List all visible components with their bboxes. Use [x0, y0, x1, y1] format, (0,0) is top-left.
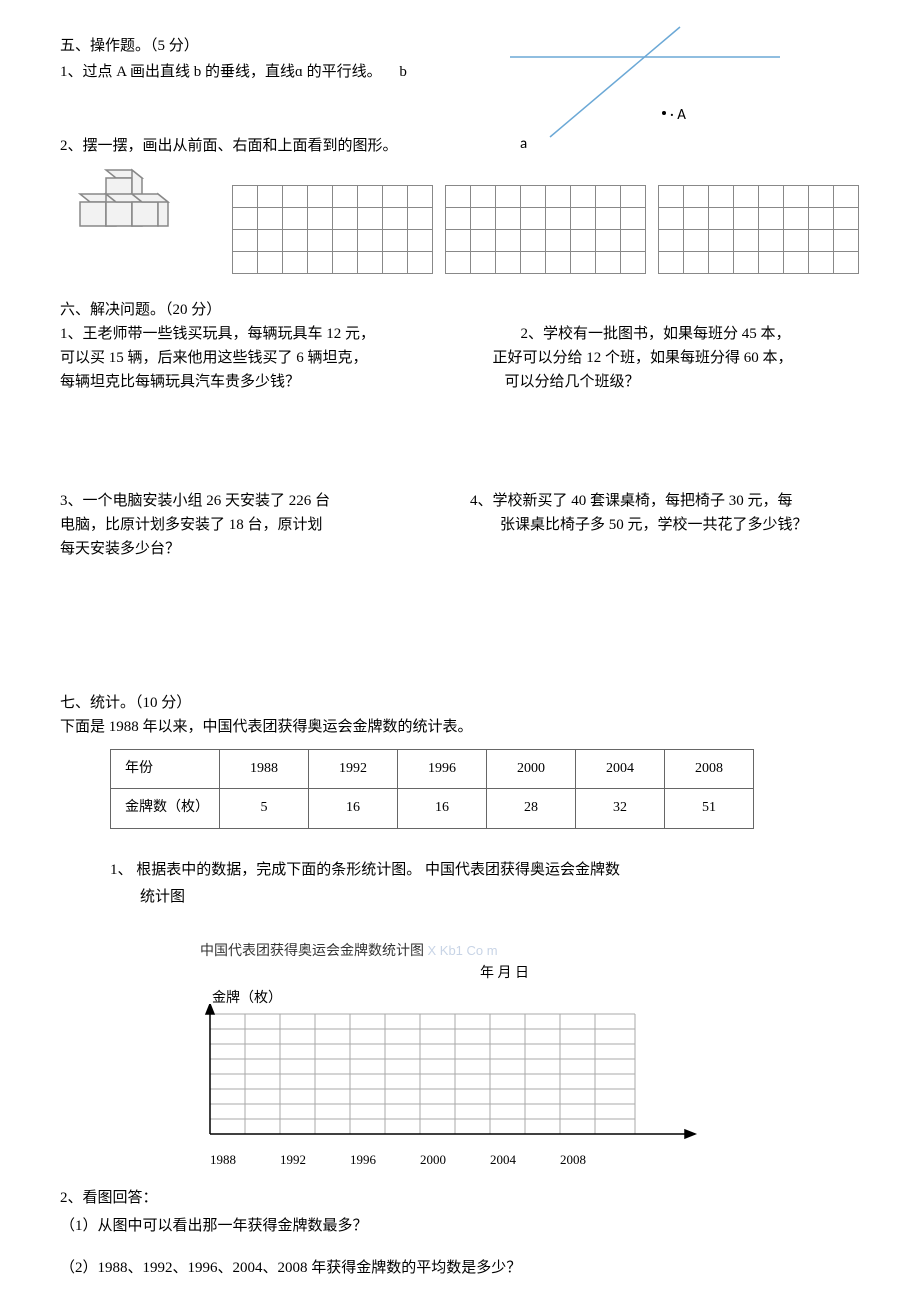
year-header: 年份: [111, 750, 220, 789]
q7-2-sub2: （2）1988、1992、1996、2004、2008 年获得金牌数的平均数是多…: [60, 1256, 865, 1280]
p2-l2: 正好可以分给 12 个班，如果每班分得 60 本，: [493, 346, 866, 370]
table-row: 年份 1988 1992 1996 2000 2004 2008: [111, 750, 754, 789]
problem-2: 2、学校有一批图书，如果每班分 45 本， 正好可以分给 12 个班，如果每班分…: [493, 322, 866, 394]
grid-top: [658, 185, 859, 274]
q1-text: 1、过点 A 画出直线 b 的垂线，直线ɑ 的平行线。: [60, 64, 382, 80]
p3-l2: 电脑，比原计划多安装了 18 台，原计划: [60, 513, 425, 537]
q7-1-l1: 1、 根据表中的数据，完成下面的条形统计图。 中国代表团获得奥运会金牌数: [110, 857, 865, 884]
value-cell: 16: [398, 789, 487, 828]
problems-row1: 1、王老师带一些钱买玩具，每辆玩具车 12 元， 可以买 15 辆，后来他用这些…: [60, 322, 865, 394]
bar-chart: 金牌（枚）: [160, 986, 720, 1171]
grid-right: [445, 185, 646, 274]
cube-figure-svg: [72, 168, 182, 253]
x-label: 1996: [350, 1150, 376, 1171]
p3-l1: 3、一个电脑安装小组 26 天安装了 226 台: [60, 489, 425, 513]
section7-intro: 下面是 1988 年以来，中国代表团获得奥运会金牌数的统计表。: [60, 715, 865, 739]
value-header: 金牌数（枚）: [111, 789, 220, 828]
section6-title: 六、解决问题。（20 分）: [60, 298, 865, 322]
value-cell: 5: [220, 789, 309, 828]
table-row: 金牌数（枚） 5 16 16 28 32 51: [111, 789, 754, 828]
value-cell: 32: [576, 789, 665, 828]
year-cell: 2008: [665, 750, 754, 789]
problem-1: 1、王老师带一些钱买玩具，每辆玩具车 12 元， 可以买 15 辆，后来他用这些…: [60, 322, 433, 394]
grid-front: [232, 185, 433, 274]
page-root: 五、操作题。（5 分） 1、过点 A 画出直线 b 的垂线，直线ɑ 的平行线。 …: [0, 0, 920, 1302]
point-a-dot: [662, 111, 666, 115]
problems-row2: 3、一个电脑安装小组 26 天安装了 226 台 电脑，比原计划多安装了 18 …: [60, 489, 865, 561]
p3-l3: 每天安装多少台？: [60, 537, 425, 561]
section7-q1: 1、 根据表中的数据，完成下面的条形统计图。 中国代表团获得奥运会金牌数 统计图: [110, 857, 865, 911]
year-cell: 1996: [398, 750, 487, 789]
section-7: 七、统计。（10 分） 下面是 1988 年以来，中国代表团获得奥运会金牌数的统…: [60, 691, 865, 1280]
x-label: 2008: [560, 1150, 586, 1171]
p2-l3: 可以分给几个班级？: [505, 370, 866, 394]
label-b-inline: b: [399, 64, 407, 80]
p1-l3: 每辆坦克比每辆玩具汽车贵多少钱？: [60, 370, 433, 394]
x-label: 1992: [280, 1150, 306, 1171]
year-cell: 2004: [576, 750, 665, 789]
p4-l2: 张课桌比椅子多 50 元，学校一共花了多少钱？: [500, 513, 865, 537]
medal-table: 年份 1988 1992 1996 2000 2004 2008 金牌数（枚） …: [110, 749, 754, 829]
x-axis-labels: 1988 1992 1996 2000 2004 2008: [210, 1150, 586, 1171]
value-cell: 16: [309, 789, 398, 828]
point-a-label: · A: [670, 103, 686, 127]
p1-l1: 1、王老师带一些钱买玩具，每辆玩具车 12 元，: [60, 322, 433, 346]
year-cell: 1988: [220, 750, 309, 789]
p2-l1: 2、学校有一批图书，如果每班分 45 本，: [521, 322, 866, 346]
section7-q2: 2、看图回答： （1）从图中可以看出那一年获得金牌数最多？ （2）1988、19…: [60, 1186, 865, 1280]
year-cell: 2000: [487, 750, 576, 789]
problem-3: 3、一个电脑安装小组 26 天安装了 226 台 电脑，比原计划多安装了 18 …: [60, 489, 425, 561]
q7-2-sub1: （1）从图中可以看出那一年获得金牌数最多？: [60, 1214, 865, 1238]
answer-grids: [232, 185, 859, 274]
value-cell: 51: [665, 789, 754, 828]
value-cell: 28: [487, 789, 576, 828]
chart-svg: [195, 1004, 705, 1154]
chart-title: 中国代表团获得奥运会金牌数统计图: [200, 944, 424, 959]
chart-title-row: 中国代表团获得奥运会金牌数统计图 X Kb1 Co m: [200, 941, 865, 963]
lines-diagram: [510, 22, 790, 142]
chart-date: 年 月 日: [480, 963, 865, 985]
p1-l2: 可以买 15 辆，后来他用这些钱买了 6 辆坦克，: [60, 346, 433, 370]
section-6: 六、解决问题。（20 分） 1、王老师带一些钱买玩具，每辆玩具车 12 元， 可…: [60, 298, 865, 561]
x-label: 2000: [420, 1150, 446, 1171]
year-cell: 1992: [309, 750, 398, 789]
line-a: [550, 27, 680, 137]
label-a: a: [520, 132, 527, 156]
p4-l1: 4、学校新买了 40 套课桌椅，每把椅子 30 元，每: [470, 489, 865, 513]
problem-4: 4、学校新买了 40 套课桌椅，每把椅子 30 元，每 张课桌比椅子多 50 元…: [470, 489, 865, 561]
section7-title: 七、统计。（10 分）: [60, 691, 865, 715]
x-label: 1988: [210, 1150, 236, 1171]
section-5: 五、操作题。（5 分） 1、过点 A 画出直线 b 的垂线，直线ɑ 的平行线。 …: [60, 34, 865, 158]
x-label: 2004: [490, 1150, 516, 1171]
watermark-text: X Kb1 Co m: [428, 943, 498, 958]
q7-2-title: 2、看图回答：: [60, 1186, 865, 1210]
q7-1-l2: 统计图: [140, 884, 865, 911]
